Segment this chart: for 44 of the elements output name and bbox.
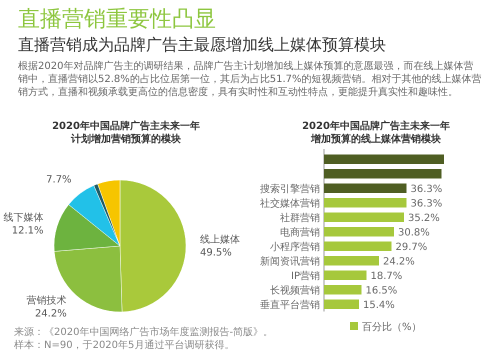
source-note: 来源：《2020年中国网络广告市场年度监测报告-简版》。 [14, 326, 274, 339]
text: 直播营销重要性凸显 [18, 6, 217, 34]
y-tick-label: IP营销 [291, 270, 320, 282]
data-label: 15.4% [363, 300, 395, 311]
y-tick-label: 小程序营销 [270, 240, 320, 253]
bar [324, 242, 392, 251]
legend-label: 百分比（%） [362, 321, 422, 333]
data-label: 49.5% [200, 248, 232, 259]
bar [324, 270, 366, 280]
slice-label: 线下媒体 [4, 211, 44, 224]
data-label: 35.2% [408, 212, 440, 224]
bar [324, 154, 444, 164]
data-label: 30.8% [398, 227, 430, 238]
chart-title: 2020年中国品牌广告主未来一年计划增加营销预算的模块 [51, 120, 201, 146]
bar [324, 256, 379, 266]
bar [324, 300, 359, 309]
data-label: 7.7% [46, 174, 72, 186]
y-tick-label: 新闻资讯营销 [260, 255, 320, 268]
data-label: 12.1% [12, 225, 44, 236]
chart-title: 2020年中国品牌广告主未来一年增加预算的线上媒体营销模块 [301, 120, 451, 146]
text: 样本：N=90，于2020年5月通过平台调研获得。 [14, 339, 236, 352]
slice-label: 营销技术 [26, 294, 67, 307]
y-tick-label: 长视频营销 [270, 284, 320, 296]
bar [324, 184, 406, 193]
y-tick-label: 社交媒体营销 [260, 197, 320, 210]
bar [324, 227, 394, 236]
bar [324, 169, 442, 178]
bar [324, 285, 362, 294]
data-label: 16.5% [366, 285, 398, 296]
data-label: 24.2% [34, 308, 67, 320]
y-tick-label: 搜索引擎营销 [260, 182, 320, 195]
bar [324, 212, 404, 222]
slice-label: 线上媒体 [200, 234, 240, 246]
data-label: 36.3% [410, 184, 442, 195]
data-label: 36.3% [410, 198, 442, 210]
y-tick-label: 社群营销 [280, 212, 320, 224]
y-tick-label: 电商营销 [280, 226, 320, 238]
data-label: 18.7% [370, 270, 402, 282]
y-tick-label: 垂直平台营销 [260, 298, 320, 311]
text: 根据2020年对品牌广告主的调研结果，品牌广告主计划增加线上媒体预算的意愿最强，而在线上媒体营销中，直播营销以52.8%的占比位居第一位，其后为占比51.7%的短视频营销。相对于其他的线上媒体营销方式，直播和视频承载更高位的信息密度，具有实时性和互动性特点，更能提升真实性和趣味性。 [18, 60, 483, 99]
data-label: 29.7% [396, 242, 428, 253]
bar [324, 198, 406, 208]
data-label: 24.2% [383, 256, 415, 268]
text: 直播营销成为品牌广告主最愿增加线上媒体预算模块 [18, 34, 387, 56]
